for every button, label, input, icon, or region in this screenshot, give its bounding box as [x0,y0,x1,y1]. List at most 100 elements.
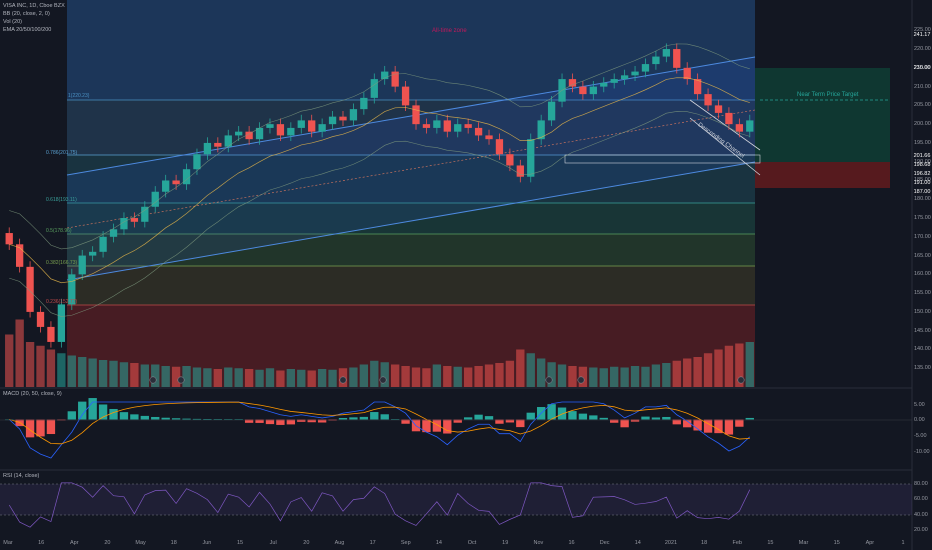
time-axis-label: Mar [798,540,809,546]
volume-bar [463,367,473,387]
volume-bar [67,355,76,387]
volume-bar [370,360,379,387]
volume-bar [224,367,233,387]
candle-body [78,255,86,275]
time-axis-label: 18 [170,540,177,546]
candle-body [235,131,243,136]
fib-label: 0.236(152.77) [46,299,78,305]
macd-bar [610,419,619,423]
fib-zone-6 [67,305,755,387]
candle-body [318,124,326,132]
macd-bar [495,419,504,424]
macd-bar [672,419,681,425]
time-axis-label: 18 [701,540,708,546]
time-axis-label: 16 [38,540,45,546]
volume-bar [724,345,734,387]
candle-body [339,116,347,121]
volume-bar [745,342,754,387]
macd-bar [724,419,734,435]
price-axis-label: 210.00 [914,83,931,90]
time-axis-label: Sep [400,540,411,546]
candle-body [714,105,723,113]
macd-bar [735,419,744,427]
channel-upper [66,56,756,176]
candle-body [485,135,493,140]
volume-bar [328,369,337,387]
volume-bar [161,366,170,387]
volume-bar [244,369,254,387]
candle-body [5,233,13,245]
candle-body [308,120,316,132]
volume-bar [568,366,577,387]
volume-bar [182,366,191,387]
macd-bar [349,417,358,420]
volume-bar [578,366,588,387]
time-axis-label: 19 [502,540,509,546]
macd-bar [151,416,160,420]
volume-bar [57,353,66,387]
time-axis-label: 20 [303,540,310,546]
ema-line [9,77,750,284]
candle-body [725,112,733,125]
volume-bar [36,345,45,387]
volume-bar [213,369,222,387]
time-axis-label: Oct [467,540,477,546]
volume-bar [307,370,316,387]
time-axis-label: 15 [833,540,840,546]
candle-body [381,71,389,80]
event-markers [149,376,745,384]
macd-bar [547,404,556,420]
candle-body [255,127,264,140]
all-time-zone [67,0,755,100]
fib-label: 1(220.23) [68,93,90,99]
candle-body [26,266,34,312]
candle-body [391,71,399,87]
macd-bar [714,419,723,434]
event-marker [545,376,553,384]
price-axis-label: 225.00 [914,27,931,34]
macd-bar [192,418,202,420]
candle-body [704,94,712,106]
volume-bar [641,366,650,387]
price-axis-label: 175.00 [914,215,931,222]
candle-body [36,311,45,327]
candle-body [568,79,577,87]
volume-bar [557,364,567,387]
candle-body [422,124,431,128]
candle-body [401,86,410,106]
candle-body [349,109,358,121]
candle-body [735,124,744,132]
macd-bar [234,419,243,420]
candle-body [120,218,128,230]
macd-bar [307,419,316,423]
time-axis-label: Apr [70,540,79,546]
macd-bar [745,417,754,420]
fib-label: 0.5(178.96) [46,228,72,234]
rsi-axis-label: 60.00 [914,496,928,502]
time-axis-label: Mar [3,540,13,546]
macd-bar [130,414,139,420]
candle-body [746,120,754,132]
macd-bar [36,419,45,437]
macd-bar [140,415,149,420]
macd-bar [67,411,76,420]
time-axis-label: Aug [334,540,345,546]
fib-label: 0.786(201.75) [46,150,78,156]
volume-bar [234,368,243,387]
macd-bar [683,419,692,428]
price-axis-label: 180.00 [914,196,931,203]
time-axis-label: 2021 [664,540,678,546]
candle-body [412,105,420,125]
price-axis-label: 160.00 [914,271,931,278]
volume-bar [422,368,431,387]
volume-bar [265,368,275,387]
rsi-axis-label: 80.00 [914,481,928,487]
macd-bar [265,419,275,425]
volume-bar [683,358,692,387]
volume-bar [286,369,296,387]
candle-body [193,154,201,170]
macd-bar [317,419,327,423]
candle-body [287,127,295,136]
desc-channel-lower [689,117,761,176]
